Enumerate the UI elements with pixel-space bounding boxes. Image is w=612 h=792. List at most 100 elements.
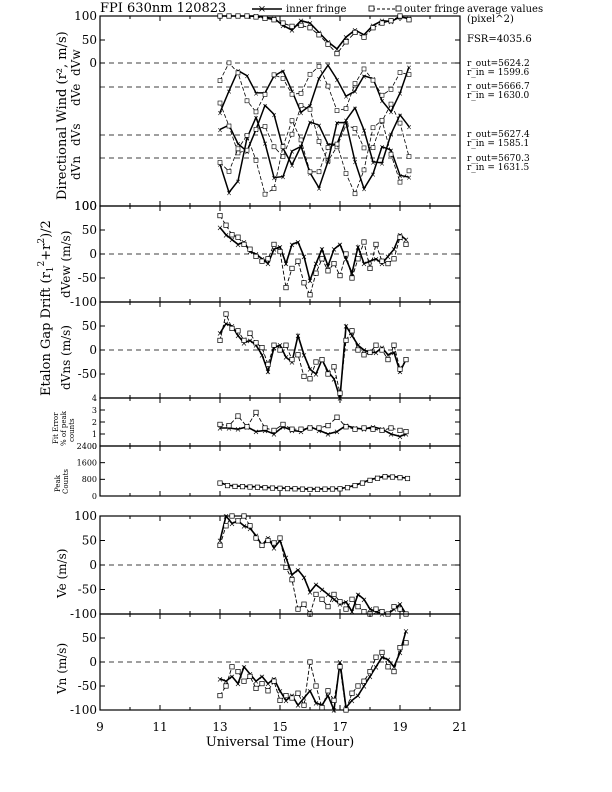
peakcounts-outer-point — [367, 477, 373, 483]
panel-ve: 100500-50-100×××××××××××××××××××××××××××… — [70, 509, 461, 621]
dvns-ytick-label: -50 — [78, 367, 97, 381]
dvew-inner-point: × — [229, 236, 236, 245]
directional-ytick-label: 100 — [74, 9, 97, 23]
directional-outer-point — [352, 29, 358, 36]
dvns-inner-point: × — [277, 341, 284, 350]
x-tick-label: 15 — [272, 720, 287, 734]
dvns-inner-point: × — [331, 375, 338, 384]
vn-outer-point — [259, 681, 265, 687]
directional-row-point: × — [217, 109, 223, 117]
ve-outer-point — [319, 596, 325, 602]
ve-inner-point: × — [217, 537, 224, 546]
vn-outer-point — [235, 669, 241, 675]
dvew-inner-point: × — [367, 257, 374, 266]
dvew-outer-point — [373, 241, 379, 247]
vn-inner-point: × — [223, 677, 230, 686]
dvns-inner-point: × — [283, 353, 290, 362]
dvns-ytick-label: 0 — [89, 343, 97, 357]
vn-inner-point: × — [379, 653, 386, 662]
directional-inner-point: × — [298, 17, 305, 26]
peakcounts-outer-point — [224, 483, 231, 489]
dvns-outer-point — [403, 357, 409, 363]
peakcounts-outer-point — [217, 480, 223, 486]
directional-row-point: × — [343, 93, 349, 101]
dvew-outer-point — [253, 253, 259, 259]
dvns-outer-point — [355, 347, 361, 353]
ve-outer-point — [355, 604, 361, 610]
directional-row-point — [235, 70, 241, 76]
vn-outer-point — [229, 664, 235, 670]
directional-row-point — [298, 90, 304, 96]
ve-ytick-label: 100 — [74, 509, 97, 523]
vn-ylabel: Vn (m/s) — [55, 643, 69, 695]
ve-outer-point — [271, 540, 277, 546]
directional-row-point — [406, 154, 412, 159]
fiterror-outer-point — [388, 425, 394, 431]
directional-inner-point: × — [307, 19, 314, 28]
dvew-inner-point: × — [349, 269, 356, 278]
directional-outer-point — [271, 17, 277, 23]
fiterror-inner-point: × — [298, 428, 305, 437]
dvns-inner-point: × — [271, 344, 278, 353]
ve-ytick-label: 0 — [89, 558, 97, 572]
fiterror-outer-point — [361, 425, 367, 431]
dvns-outer-point — [343, 337, 349, 343]
dvew-outer-point — [403, 241, 409, 247]
ve-inner-point: × — [325, 590, 332, 599]
dvew-outer-point — [331, 261, 337, 267]
dvew-inner-point: × — [217, 224, 224, 233]
directional-outer-point — [235, 13, 241, 19]
dvns-outer-point — [265, 361, 271, 367]
directional-row-point — [244, 147, 250, 153]
ve-inner-point: × — [241, 522, 248, 531]
vn-inner-point: × — [325, 692, 332, 701]
vn-outer-point — [403, 640, 409, 646]
dvew-inner-point: × — [295, 238, 302, 247]
directional-row-point — [343, 171, 349, 176]
etalon-ylabel: Etalon Gap Drift (r12+r2)/2 — [37, 220, 56, 396]
fiterror-ytick-label: 0 — [92, 442, 97, 451]
vn-inner-point: × — [355, 692, 362, 701]
peakcounts-outer-point — [329, 486, 336, 492]
dvns-inner-point: × — [235, 332, 242, 341]
directional-row-point: × — [217, 126, 223, 134]
vn-outer-point — [241, 678, 247, 684]
x-tick-label: 13 — [212, 720, 227, 734]
directional-row-point: × — [298, 109, 304, 117]
dvew-outer-point — [235, 234, 241, 240]
directional-row-point: × — [226, 88, 232, 96]
directional-row-point: × — [253, 90, 259, 98]
directional-row-point — [370, 77, 376, 83]
directional-row-point — [307, 169, 313, 175]
vn-outer-point — [373, 654, 379, 660]
dvns-outer-point — [373, 342, 379, 348]
directional-row-point: × — [316, 75, 322, 83]
vn-ytick-label: 0 — [89, 655, 97, 669]
dvew-ytick-label: 50 — [82, 223, 97, 237]
dvns-outer-point — [259, 345, 265, 351]
directional-row-point — [352, 81, 358, 86]
dvns-inner-point: × — [313, 370, 320, 379]
dvns-outer-point — [247, 330, 253, 336]
directional-row-point: × — [307, 102, 313, 110]
directional-row-line — [219, 63, 410, 114]
directional-inner-point: × — [343, 33, 350, 42]
svg-text:×: × — [258, 4, 266, 15]
ve-inner-point: × — [277, 537, 284, 546]
directional-row-point: × — [307, 119, 313, 127]
directional-row-point: × — [280, 68, 286, 76]
vn-outer-point — [325, 688, 331, 694]
ann-s-in: r_in = 1585.1 — [467, 139, 529, 149]
ve-outer-point — [313, 591, 319, 597]
directional-row-point — [352, 126, 358, 131]
vn-outer-point — [295, 690, 301, 696]
row-label-dve: dVe — [69, 84, 83, 106]
vn-outer-point — [397, 645, 403, 651]
directional-row-point — [361, 145, 367, 151]
side-annotations: average values (pixel^2) FSR=4035.6 r_ou… — [467, 4, 543, 173]
dvew-inner-line — [219, 227, 407, 284]
dvns-inner-point: × — [223, 320, 230, 329]
peakcounts-outer-point — [374, 475, 381, 481]
fiterror-outer-point — [235, 413, 241, 419]
ve-ytick-label: 50 — [82, 534, 97, 548]
